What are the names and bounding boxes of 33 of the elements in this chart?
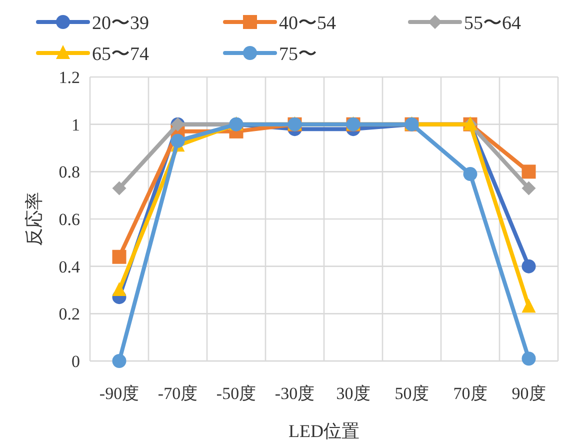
x-axis-title: LED位置 [288, 421, 360, 441]
y-tick-label: 1 [72, 115, 80, 134]
legend-label: 75〜 [279, 44, 317, 65]
legend-label: 55〜64 [464, 13, 522, 34]
x-tick-label: 70度 [453, 384, 488, 403]
x-tick-label: 50度 [394, 384, 429, 403]
x-tick-label: -90度 [99, 384, 140, 403]
y-tick-label: 1.2 [58, 68, 80, 87]
point [112, 354, 126, 368]
y-tick-label: 0.8 [58, 162, 80, 182]
x-tick-label: -70度 [158, 384, 198, 403]
point [522, 259, 536, 274]
point [522, 298, 536, 313]
x-tick-label: 30度 [336, 384, 370, 403]
x-tick-label: -30度 [274, 384, 315, 403]
point [522, 352, 536, 366]
legend-label: 20〜39 [92, 13, 149, 34]
x-tick-label: -50度 [216, 384, 256, 403]
y-axis-title: 反応率 [24, 192, 44, 246]
point [170, 134, 185, 148]
y-tick-label: 0.6 [58, 210, 80, 229]
y-tick-label: 0 [72, 352, 80, 371]
x-tick-label: 90度 [512, 384, 546, 403]
point [112, 250, 126, 264]
point [112, 282, 126, 296]
legend-label: 40〜54 [279, 13, 336, 34]
point [522, 181, 536, 196]
point [112, 181, 126, 196]
y-tick-label: 0.2 [58, 304, 80, 324]
legend-label: 65〜74 [92, 44, 150, 65]
y-tick-label: 0.4 [58, 257, 80, 276]
point [522, 164, 536, 179]
point [463, 167, 478, 182]
